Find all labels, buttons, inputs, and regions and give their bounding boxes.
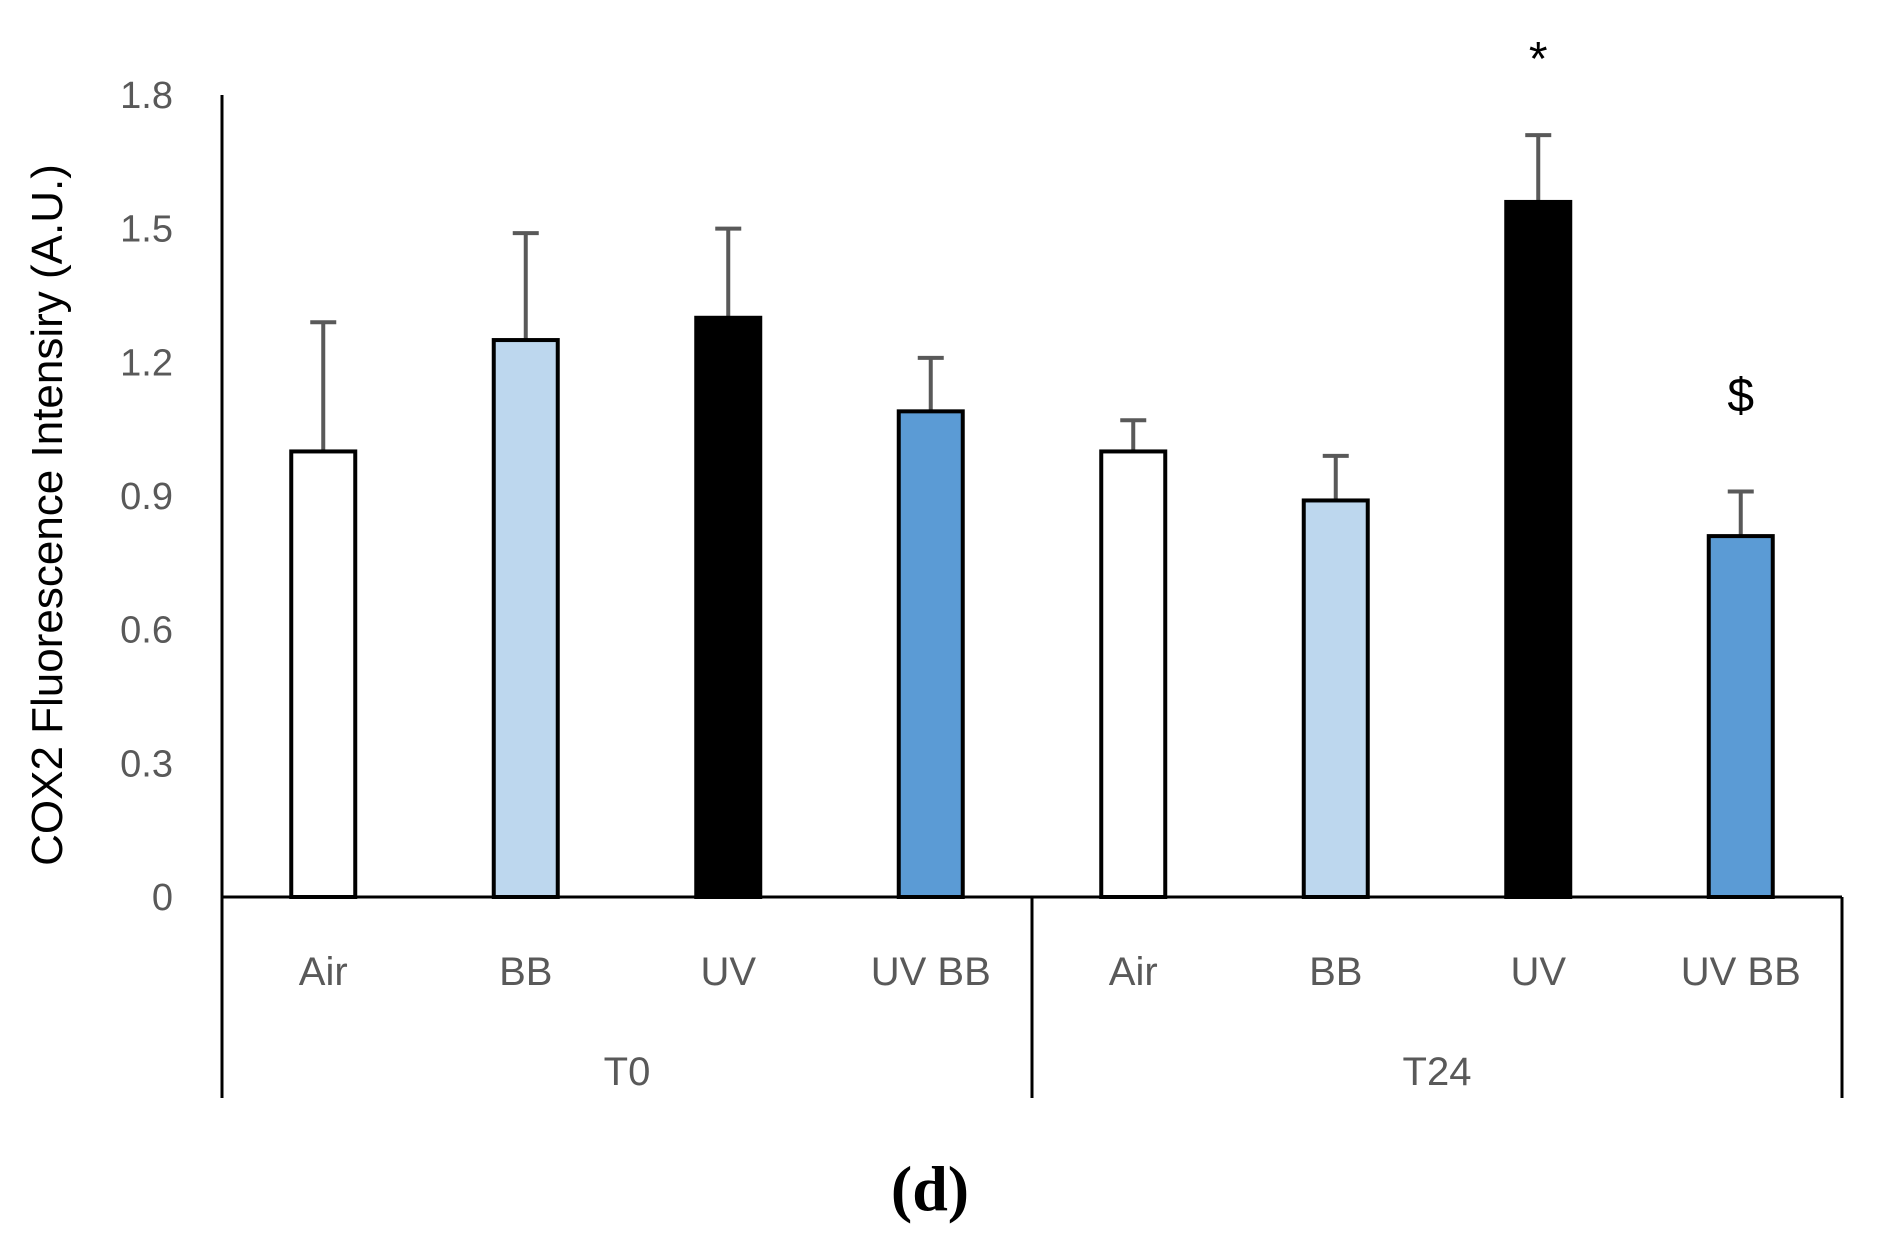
y-tick-label: 1.8 (120, 75, 173, 117)
y-tick-label: 1.2 (120, 342, 173, 384)
bar (694, 315, 763, 899)
y-tick-label: 1.5 (120, 209, 173, 251)
y-tick-label: 0.3 (120, 743, 173, 785)
x-tick-label: UV BB (1681, 950, 1801, 994)
x-tick-label: Air (299, 950, 348, 994)
bar (896, 409, 965, 899)
bar (491, 338, 560, 899)
significance-marker: * (1529, 33, 1548, 86)
x-tick-label: BB (499, 950, 552, 994)
x-tick-label: UV (1510, 950, 1566, 994)
bars: *$ (289, 33, 1775, 899)
bar (289, 449, 358, 899)
bar (1301, 498, 1370, 899)
bar (1504, 199, 1573, 899)
x-tick-label: BB (1309, 950, 1362, 994)
group-label: T24 (1403, 1050, 1472, 1094)
y-axis: 0 0.3 0.6 0.9 1.2 1.5 1.8 (120, 75, 224, 1098)
panel-label: (d) (891, 1153, 969, 1224)
y-tick-label: 0.6 (120, 610, 173, 652)
significance-marker: $ (1727, 370, 1754, 423)
y-tick-label: 0.9 (120, 476, 173, 518)
bar (1099, 449, 1168, 899)
y-axis-label: COX2 Fluorescence Intensiry (A.U.) (23, 164, 72, 866)
x-tick-label: UV BB (871, 950, 991, 994)
x-tick-label: UV (700, 950, 756, 994)
x-tick-label: Air (1109, 950, 1158, 994)
x-axis: Air BB UV UV BB T0 Air BB UV UV BB T24 (222, 895, 1844, 1098)
bar (1706, 534, 1775, 899)
group-label: T0 (604, 1050, 651, 1094)
y-tick-label: 0 (152, 877, 173, 919)
